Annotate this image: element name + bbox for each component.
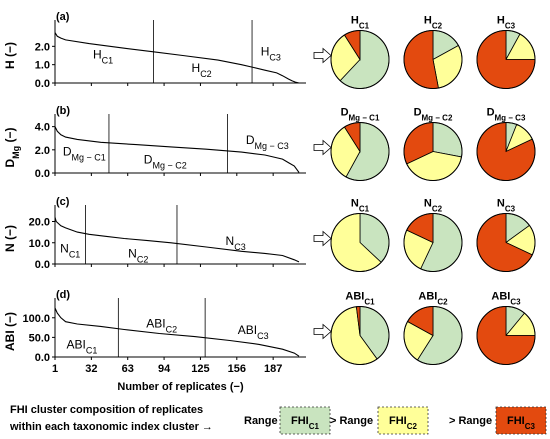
legend-box-green — [279, 406, 331, 435]
panel-3: 0.0 10.0 20.0 (c) N (−) NC1 NC2 NC3 NC1 NC2 NC3 — [3, 196, 536, 272]
x-axis-title: Number of replicates (−) — [117, 381, 244, 393]
y-tick-label: 4.0 — [35, 122, 50, 134]
pie-slice-orange — [403, 30, 439, 89]
arrow-icon — [313, 230, 332, 247]
pie-outline — [330, 306, 390, 365]
pie-title: NC1 — [351, 198, 370, 214]
y-tick-label: 0.0 — [35, 168, 50, 180]
y-axis-label: DMg (−) — [3, 127, 21, 167]
series-line — [54, 307, 300, 357]
cluster-label: NC1 — [60, 241, 80, 259]
legend-boxes: FHIC1 FHIC2 FHIC3 — [279, 406, 547, 435]
panel-tag: (d) — [56, 289, 70, 301]
pie-outline — [476, 30, 536, 89]
panels-layer: 0.0 1.0 2.0 (a) H (−) HC1 HC2 HC3 HC1 HC2 HC3 0.0 2.… — [3, 11, 536, 393]
panel-2: 0.0 2.0 4.0 (b) DMg (−) DMg − C1 DMg − C2 DMg −… — [3, 105, 536, 181]
cluster-label: DMg − C2 — [144, 153, 187, 171]
arrow-icon — [313, 139, 332, 156]
cluster-label: HC1 — [93, 47, 113, 65]
pie-slice-green — [432, 122, 463, 158]
cluster-label: DMg − C1 — [63, 145, 106, 163]
x-tick-label: 32 — [85, 363, 97, 375]
pie-outline — [330, 122, 390, 181]
panel-tag: (c) — [56, 196, 70, 208]
series-line — [54, 32, 300, 84]
arrow-icon — [313, 47, 332, 64]
cluster-label: HC2 — [192, 61, 212, 79]
y-tick-label: 20.0 — [29, 217, 50, 229]
pie-title: DMg − C3 — [487, 107, 526, 123]
panel-tag: (a) — [56, 11, 70, 23]
y-tick-label: 2.0 — [35, 41, 50, 53]
pie-outline — [476, 213, 536, 272]
cluster-label: NC3 — [226, 234, 246, 252]
pie-title: NC2 — [424, 198, 443, 214]
y-tick-label: 10.0 — [29, 238, 50, 250]
y-axis-label: ABI (−) — [3, 312, 17, 351]
x-tick-label: 1 — [52, 363, 58, 375]
legend-box-yellow — [377, 406, 429, 435]
x-tick-label: 94 — [158, 363, 171, 375]
y-tick-label: 2.0 — [35, 145, 50, 157]
legend-range-label-2: > Range — [330, 415, 373, 427]
y-tick-label: 100.0 — [22, 313, 50, 325]
pie-title: DMg − C1 — [341, 107, 380, 123]
legend-caption-line1: FHI cluster composition of replicates — [10, 404, 203, 416]
pie-outline — [476, 306, 536, 365]
pie-title: NC3 — [497, 198, 516, 214]
pie-outline — [403, 122, 463, 181]
cluster-label: ABIC1 — [67, 337, 98, 355]
y-tick-label: 0.0 — [35, 352, 50, 364]
cluster-label: NC2 — [128, 247, 148, 265]
x-tick-label: 156 — [228, 363, 246, 375]
pie-outline — [403, 30, 463, 89]
legend-caption-line2: within each taxonomic index cluster → — [9, 421, 213, 433]
x-tick-label: 187 — [264, 363, 282, 375]
arrow-icon — [313, 323, 332, 340]
y-tick-label: 50.0 — [29, 332, 50, 344]
pie-title: DMg − C2 — [414, 107, 453, 123]
panel-tag: (b) — [56, 105, 70, 117]
legend-box-orange — [495, 406, 547, 435]
pie-title: ABIC1 — [345, 291, 375, 307]
cluster-label: ABIC2 — [146, 317, 177, 335]
y-axis-label: H (−) — [3, 42, 17, 69]
legend-box-label: FHIC2 — [389, 415, 418, 431]
pie-outline — [476, 122, 536, 181]
pie-title: HC1 — [351, 15, 370, 31]
y-tick-label: 1.0 — [35, 60, 50, 72]
series-line — [54, 126, 300, 173]
pie-outline — [330, 213, 390, 272]
series-line — [54, 217, 300, 263]
pie-title: ABIC3 — [491, 291, 521, 307]
legend-range-label-1: Range — [244, 415, 278, 427]
cluster-label: HC3 — [261, 45, 281, 63]
pie-outline — [330, 30, 390, 89]
legend-range-label-3: > Range — [449, 415, 492, 427]
y-tick-label: 0.0 — [35, 78, 50, 90]
x-tick-label: 125 — [191, 363, 209, 375]
legend-box-label: FHIC1 — [291, 415, 320, 431]
legend: FHI cluster composition of replicates wi… — [9, 404, 547, 435]
legend-box-label: FHIC3 — [507, 415, 536, 431]
y-tick-label: 0.0 — [35, 259, 50, 271]
pie-outline — [403, 213, 463, 272]
cluster-label: DMg − C3 — [246, 133, 289, 151]
x-tick-label: 63 — [122, 363, 134, 375]
cluster-label: ABIC3 — [238, 323, 269, 341]
pie-outline — [403, 306, 463, 365]
y-axis-label: N (−) — [3, 225, 17, 252]
panel-1: 0.0 1.0 2.0 (a) H (−) HC1 HC2 HC3 HC1 HC2 HC3 — [3, 11, 536, 90]
pie-title: HC3 — [497, 15, 516, 31]
pie-title: HC2 — [424, 15, 443, 31]
pie-title: ABIC2 — [418, 291, 448, 307]
panel-4: 0.0 50.0 100.0 (d) ABI (−) ABIC1 ABIC2 ABIC3 ABI… — [3, 289, 536, 365]
